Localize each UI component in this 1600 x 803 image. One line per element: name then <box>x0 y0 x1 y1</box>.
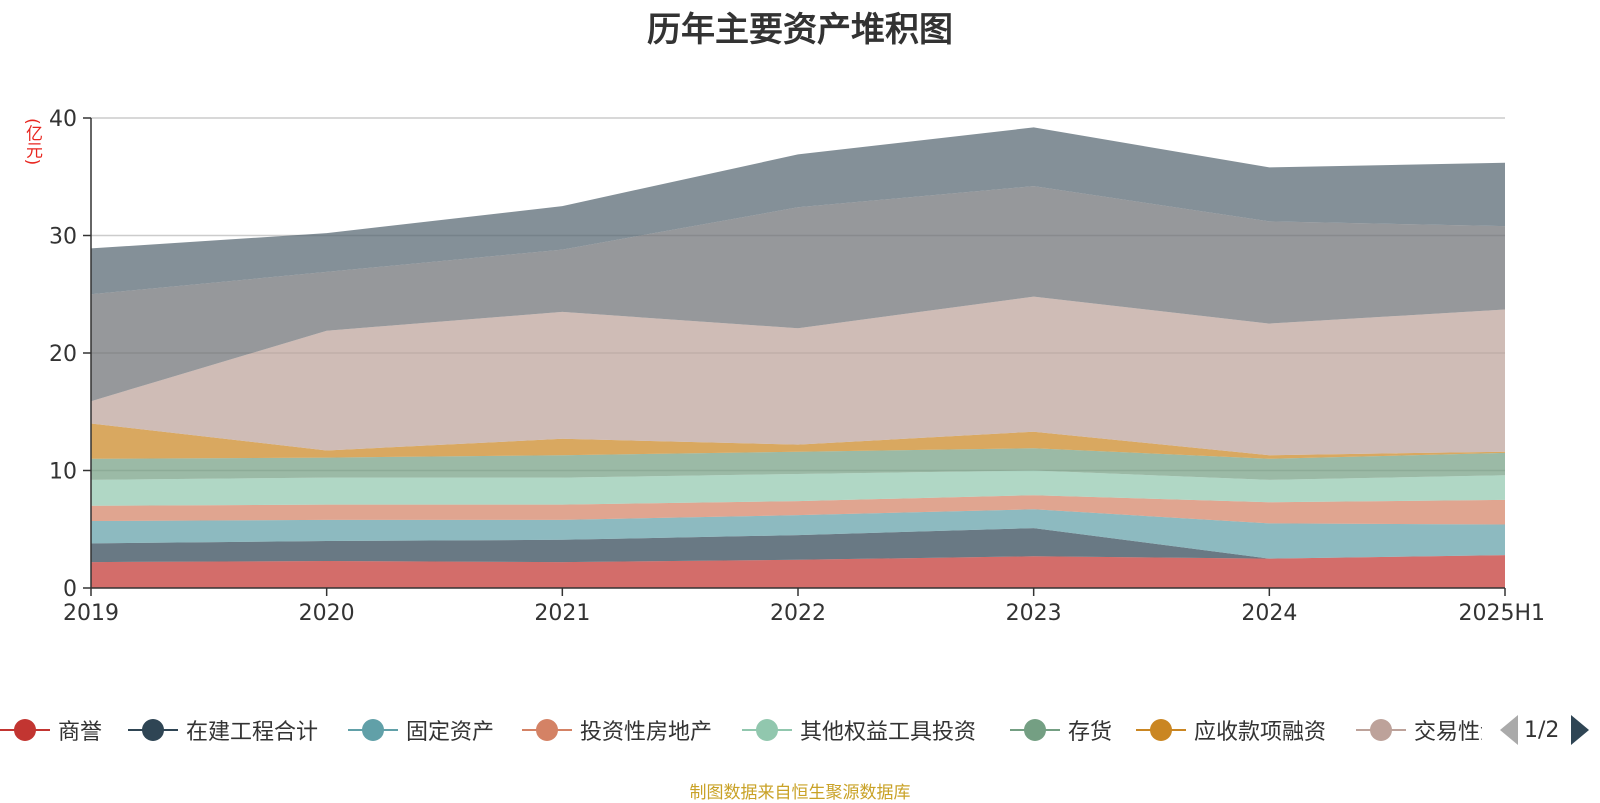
legend-label: 存货 <box>1068 720 1113 745</box>
legend-item[interactable]: 在建工程合计 <box>128 702 318 758</box>
area-series-2 <box>91 509 1505 559</box>
area-series-9 <box>91 127 1505 295</box>
legend-item[interactable]: 其他权益工具投资 <box>742 702 976 758</box>
area-series-3 <box>91 495 1505 525</box>
legend-marker-icon <box>1356 717 1406 743</box>
stacked-area-chart: 0 10 20 30 40 2019 2020 2021 2022 2023 2024 2025H1 <box>49 107 1545 626</box>
area-series-0 <box>91 555 1505 588</box>
legend-label: 固定资产 <box>406 720 495 745</box>
legend-label: 应收款项融资 <box>1194 720 1327 745</box>
legend-item[interactable]: 交易性金融资产 <box>1356 702 1482 758</box>
legend-marker-icon <box>128 717 178 743</box>
legend-item[interactable]: 存货 <box>1010 702 1112 758</box>
legend-item[interactable]: 应收款项融资 <box>1136 702 1326 758</box>
pager-next-icon[interactable] <box>1571 715 1590 745</box>
legend-label: 交易性金融资产 <box>1414 720 1482 745</box>
legend-marker-icon <box>1136 717 1186 743</box>
area-series-5 <box>91 448 1505 480</box>
y-unit-label: (亿元) <box>22 118 42 166</box>
x-tick-label: 2020 <box>299 601 355 626</box>
x-tick-label: 2023 <box>1006 601 1062 626</box>
source-note: 制图数据来自恒生聚源数据库 <box>689 783 911 803</box>
legend-label: 商誉 <box>58 720 103 745</box>
y-tick-label: 30 <box>49 225 77 250</box>
x-tick-label: 2022 <box>770 601 826 626</box>
area-series-8 <box>91 186 1505 402</box>
legend-item[interactable]: 投资性房地产 <box>522 702 712 758</box>
area-series-1 <box>91 528 1505 563</box>
legend-marker-icon <box>348 717 398 743</box>
y-tick-label: 20 <box>49 342 77 367</box>
x-tick-label: 2025H1 <box>1458 601 1545 626</box>
legend-marker-icon <box>742 717 792 743</box>
axes: 0 10 20 30 40 2019 2020 2021 2022 2023 2024 2025H1 <box>49 107 1545 626</box>
legend-label: 其他权益工具投资 <box>800 720 977 745</box>
legend-marker-icon <box>522 717 572 743</box>
y-tick-label: 40 <box>49 107 77 132</box>
legend-label: 在建工程合计 <box>186 720 319 745</box>
x-tick-label: 2024 <box>1241 601 1297 626</box>
y-tick-label: 10 <box>49 460 77 485</box>
legend-pager: 1/2 <box>1500 712 1590 748</box>
legend-label: 投资性房地产 <box>580 720 713 745</box>
legend-item[interactable]: 固定资产 <box>348 702 494 758</box>
x-tick-label: 2021 <box>534 601 590 626</box>
y-tick-label: 0 <box>63 577 77 602</box>
legend-items: 商誉 在建工程合计 固定资产 投资性房地产 其他权益工具投资 存货 应收款项融资 交易性金融资… <box>0 702 1482 758</box>
legend-marker-icon <box>0 717 50 743</box>
area-series-4 <box>91 470 1505 506</box>
pager-prev-icon[interactable] <box>1500 715 1518 745</box>
legend-item[interactable]: 商誉 <box>0 702 102 758</box>
chart-title: 历年主要资产堆积图 <box>647 10 953 50</box>
pager-text: 1/2 <box>1524 717 1560 743</box>
area-series <box>91 127 1505 588</box>
x-tick-label: 2019 <box>63 601 119 626</box>
legend-marker-icon <box>1010 717 1060 743</box>
area-series-7 <box>91 296 1505 456</box>
legend: 商誉 在建工程合计 固定资产 投资性房地产 其他权益工具投资 存货 应收款项融资 交易性金融资… <box>0 702 1600 758</box>
area-series-6 <box>91 423 1505 459</box>
